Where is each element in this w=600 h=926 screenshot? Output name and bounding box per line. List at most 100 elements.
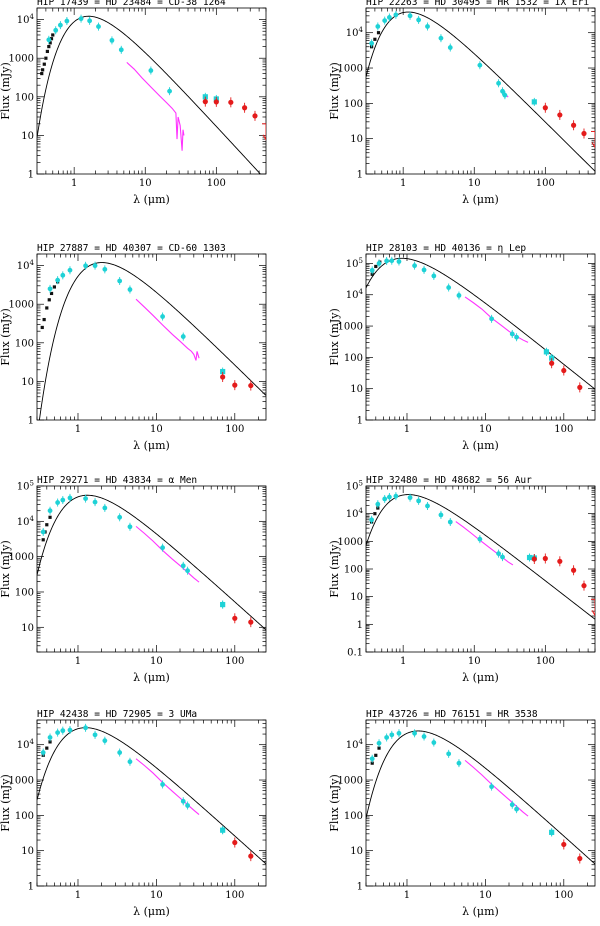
photometry-point — [96, 22, 101, 31]
y-tick-base: 1000 — [338, 64, 363, 75]
y-tick-label: 10 — [350, 846, 363, 857]
y-tick-base: 10 — [346, 740, 359, 751]
optical-point — [42, 317, 46, 322]
y-tick-label: 100 — [344, 353, 363, 364]
plot-frame — [36, 485, 267, 653]
photometry-point — [393, 492, 399, 501]
y-axis-label: Flux (mJy) — [328, 308, 341, 366]
photometry-point — [92, 498, 98, 507]
photometry-point — [421, 732, 427, 741]
photosphere-model-line — [366, 11, 595, 172]
plot-area — [38, 261, 266, 420]
photometry-point — [421, 265, 427, 274]
x-axis-label: λ (μm) — [462, 193, 499, 206]
y-tick-base: 10 — [21, 846, 34, 857]
y-tick-base: 100 — [344, 811, 363, 822]
plot-frame — [36, 7, 267, 175]
farir-red-point — [202, 96, 208, 107]
farir-red-point — [577, 382, 583, 393]
farir-red-point — [571, 565, 577, 576]
optical-point — [377, 746, 381, 750]
farir-red-point — [542, 102, 548, 113]
farir-red-point — [571, 120, 577, 131]
photometry-point — [369, 754, 375, 763]
y-tick-label: 1 — [357, 170, 363, 181]
y-axis-label: Flux (mJy) — [0, 540, 12, 598]
x-tick-label: 100 — [536, 656, 555, 667]
photometry-point — [83, 494, 88, 503]
photometry-point — [407, 493, 413, 502]
photometry-point — [167, 87, 172, 96]
y-tick-label: 100 — [344, 99, 363, 110]
x-axis-label: λ (μm) — [462, 905, 499, 918]
photometry-point — [57, 21, 63, 30]
sed-panel: HIP 22263 = HD 30495 = HR 1532 = IX Eri 1… — [328, 0, 596, 206]
photometry-point — [447, 43, 453, 52]
photometry-point — [53, 26, 59, 35]
plot-area — [366, 10, 595, 172]
photosphere-model-line — [37, 494, 266, 631]
photometry-point — [40, 748, 46, 757]
y-axis-label: Flux (mJy) — [328, 540, 341, 598]
photometry-point — [47, 284, 53, 293]
optical-point — [370, 761, 374, 765]
photometry-point — [102, 503, 108, 512]
photometry-point — [160, 780, 166, 789]
plot-area — [366, 256, 595, 393]
optical-point — [376, 31, 381, 35]
sed-panel: HIP 27887 = HD 40307 = CD-60 1303 1 10 100 1… — [0, 243, 267, 452]
y-tick-label: 10 — [21, 131, 34, 142]
farir-red-point — [577, 853, 583, 864]
y-tick-label: 1 — [357, 620, 363, 631]
farir-red-point — [252, 110, 258, 121]
photosphere-model-line — [38, 262, 266, 420]
x-axis-label: λ (μm) — [133, 905, 170, 918]
photometry-point — [396, 257, 402, 266]
y-tick-label: 104 — [346, 26, 364, 39]
optical-point — [48, 515, 52, 519]
y-axis-label: Flux (mJy) — [328, 62, 341, 120]
photometry-point — [416, 15, 422, 24]
x-axis-label: λ (μm) — [133, 439, 170, 452]
y-tick-base: 1 — [28, 416, 34, 427]
photometry-point — [489, 314, 495, 323]
x-tick-label: 1 — [400, 178, 406, 189]
y-tick-label: 1 — [28, 416, 34, 427]
y-tick-label: 100 — [15, 338, 34, 349]
photometry-point — [60, 726, 66, 735]
photometry-point — [369, 266, 375, 275]
y-tick-base: 1000 — [9, 54, 34, 65]
y-tick-exponent: 4 — [30, 13, 35, 21]
y-tick-exponent: 5 — [359, 480, 363, 488]
optical-point — [44, 56, 48, 60]
photometry-point — [477, 61, 483, 70]
y-tick-base: 10 — [346, 290, 359, 301]
optical-point — [47, 44, 51, 49]
y-tick-base: 10 — [17, 740, 30, 751]
ir-spectrum-line — [126, 61, 185, 151]
photometry-point — [382, 494, 388, 503]
y-tick-base: 10 — [350, 592, 363, 603]
optical-point — [48, 41, 52, 45]
photometry-point — [64, 17, 70, 26]
photometry-point — [92, 261, 98, 270]
optical-point — [42, 62, 46, 66]
plot-area — [37, 493, 266, 631]
optical-point — [40, 325, 44, 330]
ir-spectrum-line — [464, 759, 529, 817]
photometry-point — [416, 496, 422, 505]
y-tick-base: 10 — [346, 28, 359, 39]
photosphere-model-line — [366, 730, 595, 865]
photometry-point — [67, 266, 73, 275]
y-tick-label: 1000 — [338, 537, 363, 548]
y-tick-label: 1 — [28, 882, 34, 893]
x-tick-label: 100 — [225, 424, 244, 435]
y-tick-base: 1 — [357, 882, 363, 893]
optical-point — [41, 538, 45, 542]
x-tick-label: 1 — [404, 424, 410, 435]
y-tick-base: 1000 — [338, 776, 363, 787]
x-tick-label: 1 — [75, 424, 81, 435]
photometry-point — [386, 493, 392, 502]
sed-panel: HIP 17439 = HD 23484 = CD-38 1264 1 10 100 1… — [0, 0, 267, 206]
optical-point — [45, 306, 49, 310]
